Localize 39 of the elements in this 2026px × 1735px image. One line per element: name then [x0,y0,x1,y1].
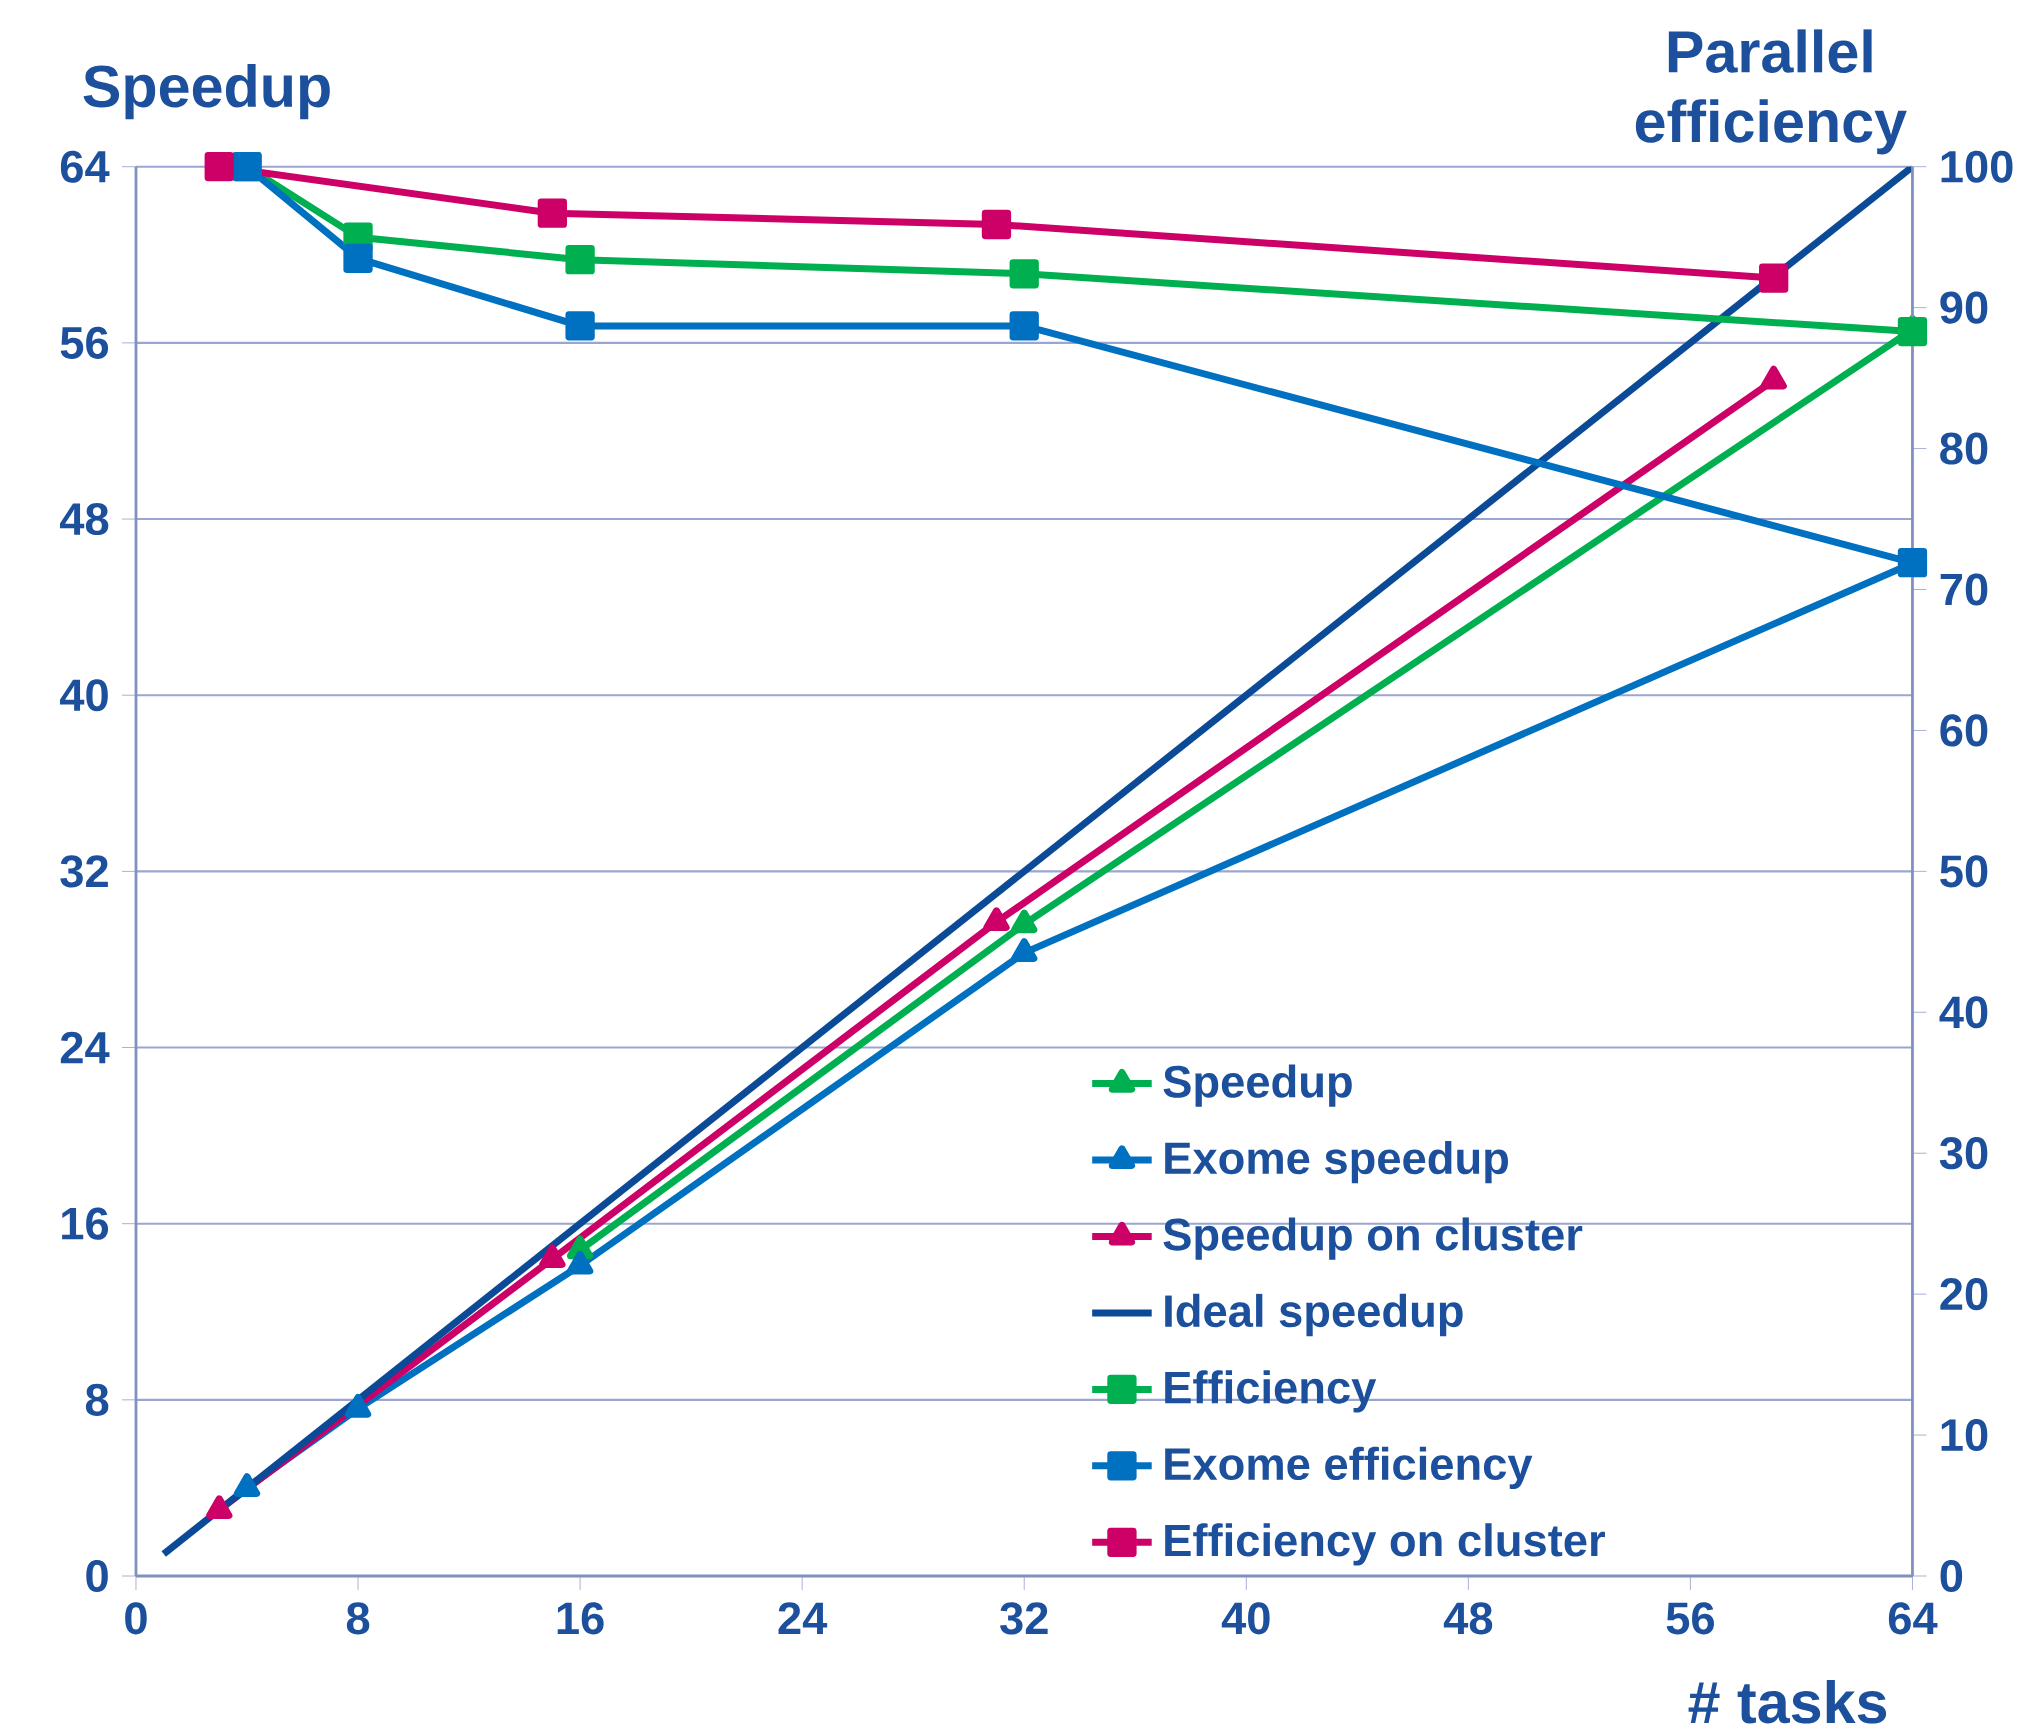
y-tick-label: 0 [86,1559,108,1593]
x-tick-label: 48 [1443,1602,1493,1635]
y2-tick-label: 100 [1941,150,2013,183]
y2-tick-label: 90 [1940,291,1988,324]
y-tick-label: 24 [60,1031,110,1064]
y2-tick-label: 30 [1939,1137,1988,1170]
x-tick-label: 8 [346,1602,370,1635]
y2-tick-label: 10 [1941,1418,1988,1452]
y-tick-label: 8 [85,1383,109,1416]
legend-label: Ideal speedup [1165,1293,1463,1337]
x-tick-label: 32 [1000,1602,1048,1635]
legend-label: Speedup [1163,1064,1352,1107]
legend-label: Exome speedup [1165,1140,1508,1184]
y2-tick-label: 50 [1940,855,1988,888]
y-tick-label: 56 [60,326,109,359]
x-tick-label: 64 [1888,1602,1938,1635]
x-tick-label: 56 [1666,1602,1714,1635]
x-tick-label: 16 [557,1602,604,1635]
y2-tick-label: 20 [1940,1278,1988,1311]
y2-tick-label: 0 [1940,1559,1963,1592]
y2-tick-label: 60 [1940,714,1988,747]
y2-tick-label: 40 [1939,996,1988,1029]
y2-tick-label: 80 [1940,432,1988,465]
x-tick-label: 40 [1221,1602,1270,1635]
y-axis-title: Speedup [83,63,330,120]
x-tick-label: 24 [778,1602,828,1634]
y-tick-label: 48 [59,502,109,536]
y-tick-label: 64 [60,150,110,183]
x-axis-title: # tasks [1688,1679,1887,1724]
x-tick-label: 0 [125,1602,147,1635]
legend-label: Efficiency on cluster [1165,1523,1605,1566]
y-tick-label: 40 [59,679,108,712]
legend-label: Efficiency [1165,1370,1377,1413]
legend-label: Exome efficiency [1165,1446,1533,1490]
y2-axis-title: Parallel efficiency [1635,29,1907,155]
y-tick-label: 16 [62,1207,109,1240]
legend-label: Speedup on cluster [1163,1217,1583,1260]
y2-tick-label: 70 [1940,573,1988,606]
y-tick-label: 32 [60,855,108,888]
